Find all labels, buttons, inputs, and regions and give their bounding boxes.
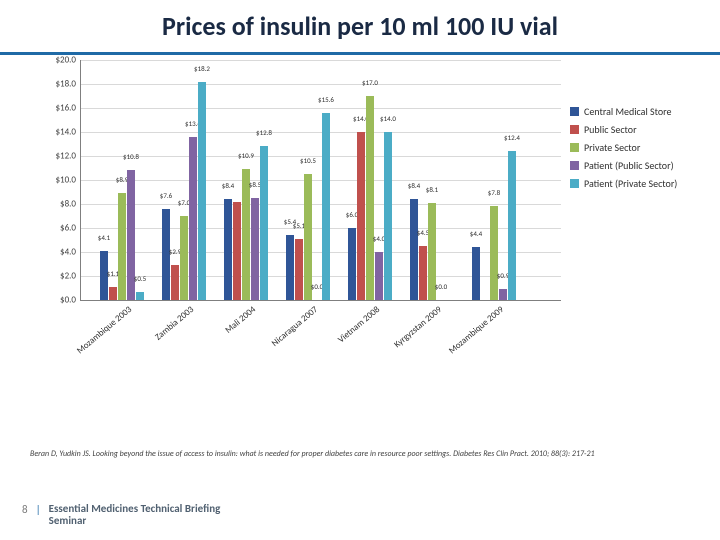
legend-swatch <box>570 161 579 170</box>
footer-line1: Essential Medicines Technical Briefing <box>49 502 221 515</box>
bar <box>375 252 383 300</box>
legend-swatch <box>570 179 579 188</box>
bar-value-label: $10.9 <box>233 151 259 160</box>
bar <box>499 289 507 300</box>
bar <box>472 247 480 300</box>
legend-label: Private Sector <box>584 141 640 154</box>
bar <box>180 216 188 300</box>
page-number: 8 <box>22 503 36 516</box>
bar <box>410 199 418 300</box>
bar-group: $6.0$14.0$17.0$4.0$14.0 <box>339 60 401 300</box>
bar-value-label: $18.2 <box>189 64 215 73</box>
footer-line2: Seminar <box>49 514 87 527</box>
bar-value-label: $10.8 <box>118 152 144 161</box>
bar <box>189 137 197 300</box>
legend-swatch <box>570 143 579 152</box>
bar-value-label: $12.4 <box>499 133 525 142</box>
bar <box>295 239 303 300</box>
bar-value-label: $0.0 <box>428 282 454 291</box>
legend-label: Patient (Private Sector) <box>584 177 677 190</box>
title-rule <box>0 52 720 55</box>
bar-value-label: $14.0 <box>375 114 401 123</box>
bar-value-label: $8.1 <box>419 185 445 194</box>
y-tick-label: $14.0 <box>36 127 76 138</box>
y-tick-label: $20.0 <box>36 55 76 66</box>
bar <box>384 132 392 300</box>
bar-value-label: $17.0 <box>357 78 383 87</box>
bar <box>260 146 268 300</box>
bar <box>490 206 498 300</box>
bar <box>251 198 259 300</box>
legend-label: Public Sector <box>584 123 637 136</box>
bar <box>198 82 206 300</box>
bar-value-label: $7.8 <box>481 188 507 197</box>
bar <box>136 292 144 300</box>
bar <box>508 151 516 300</box>
bar-group: $8.4$4.5$8.1$0.0 <box>401 60 463 300</box>
bar-group: $7.6$2.9$7.0$13.6$18.2 <box>153 60 215 300</box>
chart-legend: Central Medical Store Public Sector Privat… <box>570 100 715 195</box>
y-tick-label: $18.0 <box>36 79 76 90</box>
bar <box>109 287 117 300</box>
bar-value-label: $15.6 <box>313 95 339 104</box>
bar <box>348 228 356 300</box>
y-tick-label: $10.0 <box>36 175 76 186</box>
bar-value-label: $4.4 <box>463 229 489 238</box>
price-chart: $0.0$2.0$4.0$6.0$8.0$10.0$12.0$14.0$16.0… <box>40 60 560 380</box>
bar-value-label: $12.8 <box>251 128 277 137</box>
bar-value-label: $4.1 <box>91 233 117 242</box>
citation-text: Beran D, Yudkin JS. Looking beyond the i… <box>30 450 690 460</box>
legend-swatch <box>570 125 579 134</box>
bar-group: $4.4$7.8$0.9$12.4 <box>463 60 525 300</box>
legend-item: Patient (Private Sector) <box>570 177 715 190</box>
legend-swatch <box>570 107 579 116</box>
legend-item: Patient (Public Sector) <box>570 159 715 172</box>
y-tick-label: $2.0 <box>36 271 76 282</box>
y-tick-label: $12.0 <box>36 151 76 162</box>
bar-value-label: $0.5 <box>127 274 153 283</box>
slide-title: Prices of insulin per 10 ml 100 IU vial <box>0 10 720 42</box>
footer-separator: | <box>36 503 49 516</box>
legend-label: Central Medical Store <box>584 105 671 118</box>
bar <box>357 132 365 300</box>
legend-item: Private Sector <box>570 141 715 154</box>
bar-value-label: $8.4 <box>215 181 241 190</box>
bar <box>233 202 241 300</box>
legend-item: Central Medical Store <box>570 105 715 118</box>
bar <box>171 265 179 300</box>
slide: Prices of insulin per 10 ml 100 IU vial … <box>0 0 720 540</box>
bar-group: $4.1$1.1$8.9$10.8$0.5 <box>91 60 153 300</box>
y-tick-label: $0.0 <box>36 295 76 306</box>
bar <box>419 246 427 300</box>
y-tick-label: $4.0 <box>36 247 76 258</box>
bar-value-label: $10.5 <box>295 156 321 165</box>
legend-item: Public Sector <box>570 123 715 136</box>
y-tick-label: $8.0 <box>36 199 76 210</box>
bar-group: $5.4$5.1$10.5$0.0$15.6 <box>277 60 339 300</box>
legend-label: Patient (Public Sector) <box>584 159 674 172</box>
footer: 8 | Essential Medicines Technical Briefi… <box>22 503 220 528</box>
bar <box>286 235 294 300</box>
footer-title: Essential Medicines Technical Briefing S… <box>49 503 221 528</box>
bar <box>366 96 374 300</box>
bar <box>118 193 126 300</box>
bar <box>224 199 232 300</box>
plot-area: $0.0$2.0$4.0$6.0$8.0$10.0$12.0$14.0$16.0… <box>80 60 561 301</box>
bar-group: $8.4$10.9$8.5$12.8 <box>215 60 277 300</box>
bar <box>322 113 330 300</box>
y-tick-label: $6.0 <box>36 223 76 234</box>
y-tick-label: $16.0 <box>36 103 76 114</box>
